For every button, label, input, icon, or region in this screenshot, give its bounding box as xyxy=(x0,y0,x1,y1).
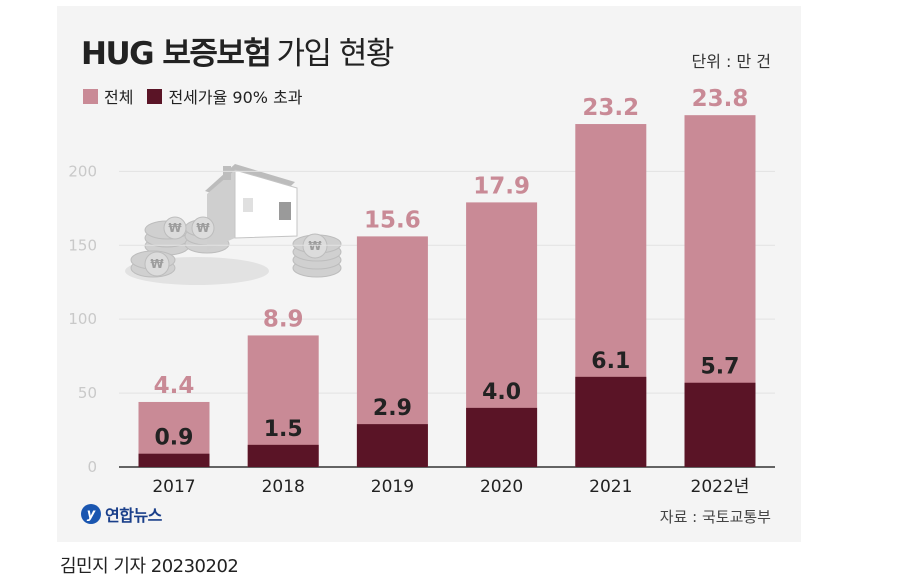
bar-over90 xyxy=(575,376,647,467)
unit-label: 단위 : 만 건 xyxy=(691,52,771,71)
x-tick-label: 2017 xyxy=(152,477,195,497)
y-tick-label: 100 xyxy=(68,310,97,328)
svg-text:₩: ₩ xyxy=(168,221,182,235)
reporter-credit: 김민지 기자 20230202 xyxy=(60,556,239,577)
source-label: 자료 : 국토교통부 xyxy=(659,508,771,526)
y-tick-label: 150 xyxy=(68,236,97,254)
svg-text:₩: ₩ xyxy=(196,221,210,235)
yonhap-logo-icon: y xyxy=(81,504,101,524)
legend-item-over90: 전세가율 90% 초과 xyxy=(147,84,303,108)
bar-over90 xyxy=(138,453,210,467)
title-bold: HUG 보증보험 xyxy=(81,36,272,72)
yonhap-logo: y 연합뉴스 xyxy=(81,502,162,526)
svg-text:₩: ₩ xyxy=(150,257,164,271)
legend-swatch-total xyxy=(83,88,98,104)
legend: 전체 전세가율 90% 초과 xyxy=(83,84,317,108)
data-label-over90: 4.0 xyxy=(482,380,521,405)
bar-over90 xyxy=(684,382,756,467)
data-label-total: 17.9 xyxy=(473,173,530,199)
data-label-over90: 0.9 xyxy=(155,426,194,451)
data-label-over90: 6.1 xyxy=(591,349,630,374)
bar-over90 xyxy=(356,424,428,467)
yonhap-logo-text: 연합뉴스 xyxy=(105,506,162,525)
chart-title: HUG 보증보험 가입 현황 xyxy=(81,28,394,73)
data-label-total: 23.2 xyxy=(582,95,639,121)
data-label-over90: 5.7 xyxy=(701,355,740,380)
bar-over90 xyxy=(247,444,319,467)
legend-label-over90: 전세가율 90% 초과 xyxy=(168,88,303,107)
data-label-total: 8.9 xyxy=(263,306,304,332)
legend-label-total: 전체 xyxy=(104,88,134,107)
x-tick-label: 2021 xyxy=(589,477,632,497)
title-light: 가입 현황 xyxy=(276,36,394,72)
y-tick-label: 200 xyxy=(68,162,97,180)
bar-over90 xyxy=(466,407,538,467)
svg-text:₩: ₩ xyxy=(308,239,322,253)
x-tick-label: 2020 xyxy=(480,477,523,497)
infographic-card: ₩ ₩ ₩ ₩ 0 50 100 150 200 4.4 0.9 2017 8.9 1.5 201… xyxy=(57,6,801,542)
x-tick-label: 2019 xyxy=(371,477,414,497)
x-tick-label: 2022년 xyxy=(691,477,750,497)
legend-item-total: 전체 xyxy=(83,84,133,108)
x-tick-label: 2018 xyxy=(262,477,305,497)
data-label-total: 4.4 xyxy=(154,373,195,399)
data-label-total: 15.6 xyxy=(364,207,421,233)
data-label-over90: 2.9 xyxy=(373,396,412,421)
house-coins-illustration: ₩ ₩ ₩ ₩ xyxy=(125,164,342,285)
y-tick-label: 0 xyxy=(87,458,97,476)
bar-chart: ₩ ₩ ₩ ₩ 0 50 100 150 200 4.4 0.9 2017 8.9 1.5 201… xyxy=(68,86,775,497)
y-tick-label: 50 xyxy=(78,384,97,402)
data-label-over90: 1.5 xyxy=(264,417,303,442)
data-label-total: 23.8 xyxy=(692,86,749,112)
legend-swatch-over90 xyxy=(147,88,163,104)
